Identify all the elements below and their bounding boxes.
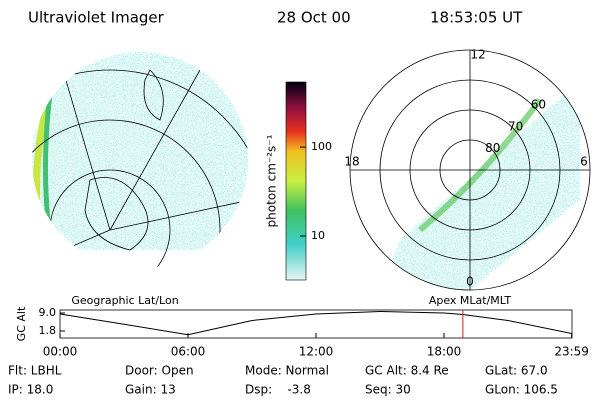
panel-label: Apex MLat/MLT (429, 294, 512, 307)
lat-label: 60 (531, 98, 546, 112)
info-field: Seq: 30 (365, 383, 411, 397)
mlt-label: 12 (470, 48, 485, 62)
info-field: IP: 18.0 (8, 383, 53, 397)
info-field: GC Alt: 8.4 Re (365, 364, 449, 378)
polar-image (380, 80, 580, 290)
lat-ring (379, 79, 561, 261)
x-tick-label: 12:00 (299, 345, 334, 359)
colorbar-tick-label: 10 (311, 229, 325, 242)
info-field: Mode: Normal (245, 364, 329, 378)
lat-ring (409, 109, 531, 231)
colorbar-label: photon cm⁻²s⁻¹ (265, 134, 279, 227)
colorbar-tick-label: 100 (311, 140, 332, 153)
instrument-title: Ultraviolet Imager (28, 9, 165, 27)
date: 28 Oct 00 (277, 9, 351, 27)
lat-label: 80 (485, 141, 500, 155)
y-tick-label: 1.8 (39, 324, 57, 337)
mlt-label: 6 (580, 155, 588, 169)
info-field: Gain: 13 (125, 383, 176, 397)
info-field: Door: Open (125, 364, 194, 378)
x-tick-label: 06:00 (171, 345, 206, 359)
y-axis-label: GC Alt (15, 306, 28, 341)
panel-label: Geographic Lat/Lon (71, 294, 178, 307)
lat-ring (439, 139, 501, 201)
lat-label: 70 (508, 119, 523, 133)
info-field: Dsp: -3.8 (245, 383, 311, 397)
info-field: GLat: 67.0 (485, 364, 548, 378)
x-tick-label: 23:59 (554, 345, 589, 359)
geographic-image (32, 52, 248, 268)
x-tick-label: 18:00 (427, 345, 462, 359)
mlt-label: 18 (344, 155, 359, 169)
info-field: Flt: LBHL (8, 364, 62, 378)
time: 18:53:05 UT (430, 9, 523, 27)
y-tick-label: 9.0 (39, 306, 57, 319)
mlt-label: 0 (466, 275, 474, 289)
info-field: GLon: 106.5 (485, 383, 558, 397)
colorbar (285, 81, 307, 281)
x-tick-label: 00:00 (43, 345, 78, 359)
gc-alt-line (59, 310, 572, 336)
